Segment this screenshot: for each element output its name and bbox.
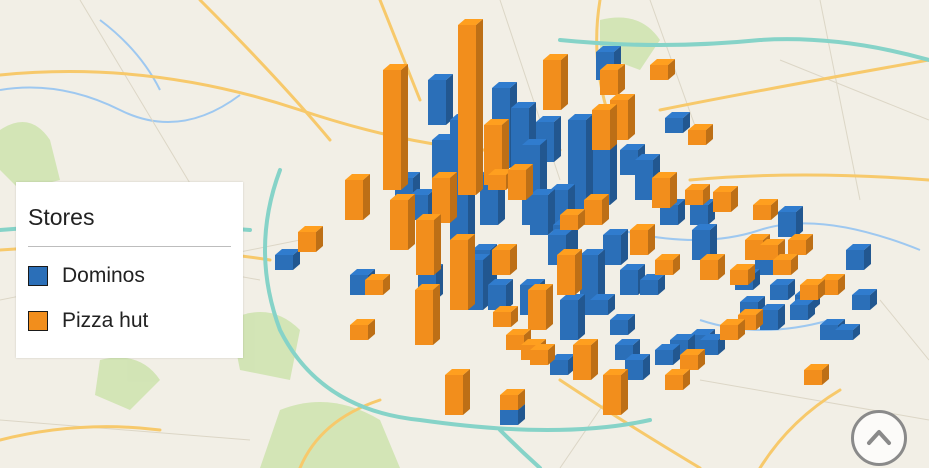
pizza-hut-column[interactable]: [432, 172, 457, 223]
pizza-hut-column[interactable]: [543, 54, 568, 110]
pizza-hut-column[interactable]: [655, 254, 680, 275]
pizza-hut-column[interactable]: [500, 389, 525, 410]
pizza-hut-column[interactable]: [508, 164, 533, 200]
legend-divider: [28, 246, 231, 247]
dominos-column[interactable]: [275, 249, 300, 270]
dominos-column[interactable]: [530, 189, 555, 235]
legend-item-dominos[interactable]: Dominos: [28, 262, 145, 290]
dominos-column[interactable]: [488, 279, 513, 310]
dominos-column[interactable]: [760, 304, 785, 330]
pizza-hut-column[interactable]: [445, 369, 470, 415]
pizza-hut-column[interactable]: [584, 194, 609, 225]
pizza-hut-column[interactable]: [573, 339, 598, 380]
pizza-hut-column[interactable]: [652, 172, 677, 208]
tilt-up-button[interactable]: [851, 410, 907, 466]
dominos-column[interactable]: [835, 324, 860, 340]
pizza-hut-column[interactable]: [345, 174, 370, 220]
pizza-hut-column[interactable]: [804, 364, 829, 385]
dominos-swatch: [28, 266, 48, 286]
pizza-hut-column[interactable]: [383, 64, 408, 190]
pizza-hut-column[interactable]: [603, 369, 628, 415]
pizza-hut-column[interactable]: [492, 244, 517, 275]
pizza-hut-column[interactable]: [720, 319, 745, 340]
legend-label-pizza-hut: Pizza hut: [62, 309, 149, 332]
pizza-hut-column[interactable]: [415, 284, 440, 345]
pizza-hut-column[interactable]: [688, 124, 713, 145]
pizza-hut-column[interactable]: [788, 234, 813, 255]
park-areas: [0, 17, 660, 468]
dominos-column[interactable]: [640, 274, 665, 295]
pizza-hut-columns: [298, 19, 845, 415]
dominos-column[interactable]: [852, 289, 877, 310]
legend-title: Stores: [28, 204, 95, 230]
pizza-hut-column[interactable]: [730, 264, 755, 285]
pizza-hut-swatch: [28, 311, 48, 331]
pizza-hut-column[interactable]: [600, 64, 625, 95]
pizza-hut-column[interactable]: [390, 194, 415, 250]
dominos-column[interactable]: [350, 269, 375, 295]
pizza-hut-column[interactable]: [665, 369, 690, 390]
dominos-column[interactable]: [846, 244, 871, 270]
dominos-column[interactable]: [655, 344, 680, 365]
pizza-hut-column[interactable]: [365, 274, 390, 295]
pizza-hut-column[interactable]: [800, 279, 825, 300]
pizza-hut-column[interactable]: [530, 344, 555, 365]
pizza-hut-column[interactable]: [450, 234, 475, 310]
dominos-column[interactable]: [790, 299, 815, 320]
dominos-column[interactable]: [590, 294, 615, 315]
map-legend: Stores Dominos Pizza hut: [16, 182, 243, 358]
pizza-hut-column[interactable]: [650, 59, 675, 80]
chevron-up-icon: [867, 430, 891, 445]
legend-label-dominos: Dominos: [62, 264, 145, 287]
dominos-column[interactable]: [568, 114, 593, 210]
dominos-column[interactable]: [665, 112, 690, 133]
pizza-hut-column[interactable]: [753, 199, 778, 220]
legend-item-pizza-hut[interactable]: Pizza hut: [28, 307, 148, 335]
pizza-hut-column[interactable]: [713, 186, 738, 212]
dominos-column[interactable]: [610, 314, 635, 335]
dominos-column[interactable]: [560, 294, 585, 340]
pizza-hut-column[interactable]: [592, 104, 617, 150]
dominos-column[interactable]: [603, 229, 628, 265]
pizza-hut-column[interactable]: [528, 284, 553, 330]
pizza-hut-column[interactable]: [700, 254, 725, 280]
pizza-hut-column[interactable]: [680, 349, 705, 370]
dominos-column[interactable]: [428, 74, 453, 125]
pizza-hut-column[interactable]: [560, 209, 585, 230]
pizza-hut-column[interactable]: [488, 169, 513, 190]
dominos-column[interactable]: [770, 279, 795, 300]
pizza-hut-column[interactable]: [493, 306, 518, 327]
pizza-hut-column[interactable]: [350, 319, 375, 340]
pizza-hut-column[interactable]: [773, 254, 798, 275]
pizza-hut-column[interactable]: [298, 226, 323, 252]
dominos-column[interactable]: [778, 206, 803, 237]
pizza-hut-column[interactable]: [685, 184, 710, 205]
pizza-hut-column[interactable]: [630, 224, 655, 255]
pizza-hut-column[interactable]: [557, 249, 582, 295]
pizza-hut-column[interactable]: [416, 214, 441, 275]
pizza-hut-column[interactable]: [458, 19, 483, 195]
dominos-column[interactable]: [625, 354, 650, 380]
dominos-column[interactable]: [692, 224, 717, 260]
